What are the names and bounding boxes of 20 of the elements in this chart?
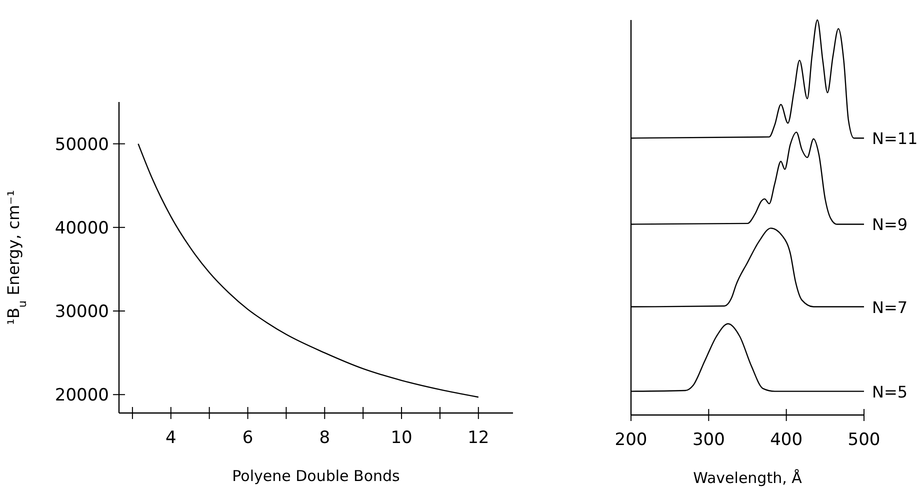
- series-label: N=11: [872, 129, 918, 148]
- x-tick-label: 8: [319, 428, 330, 448]
- y-tick-label: 30000: [54, 302, 109, 322]
- line-series: [138, 143, 480, 398]
- x-tick-label: 4: [165, 428, 176, 448]
- series-label: N=9: [872, 215, 908, 234]
- x-tick-label: 6: [242, 428, 254, 448]
- y-tick-label: 50000: [54, 134, 109, 155]
- x-tick-label: 300: [692, 430, 725, 450]
- y-tick-label: 20000: [54, 386, 109, 406]
- y-tick-label: 40000: [54, 218, 109, 238]
- x-axis-title: Polyene Double Bonds: [232, 467, 400, 485]
- x-tick-label: 500: [848, 430, 880, 450]
- x-tick-label: 200: [614, 430, 648, 450]
- series-label: N=5: [872, 382, 908, 402]
- x-tick-label: 400: [770, 430, 803, 450]
- x-axis-title: Wavelength, Å: [693, 469, 803, 487]
- x-tick-label: 10: [390, 428, 412, 448]
- series-label: N=7: [872, 298, 908, 317]
- x-tick-label: 12: [468, 428, 490, 448]
